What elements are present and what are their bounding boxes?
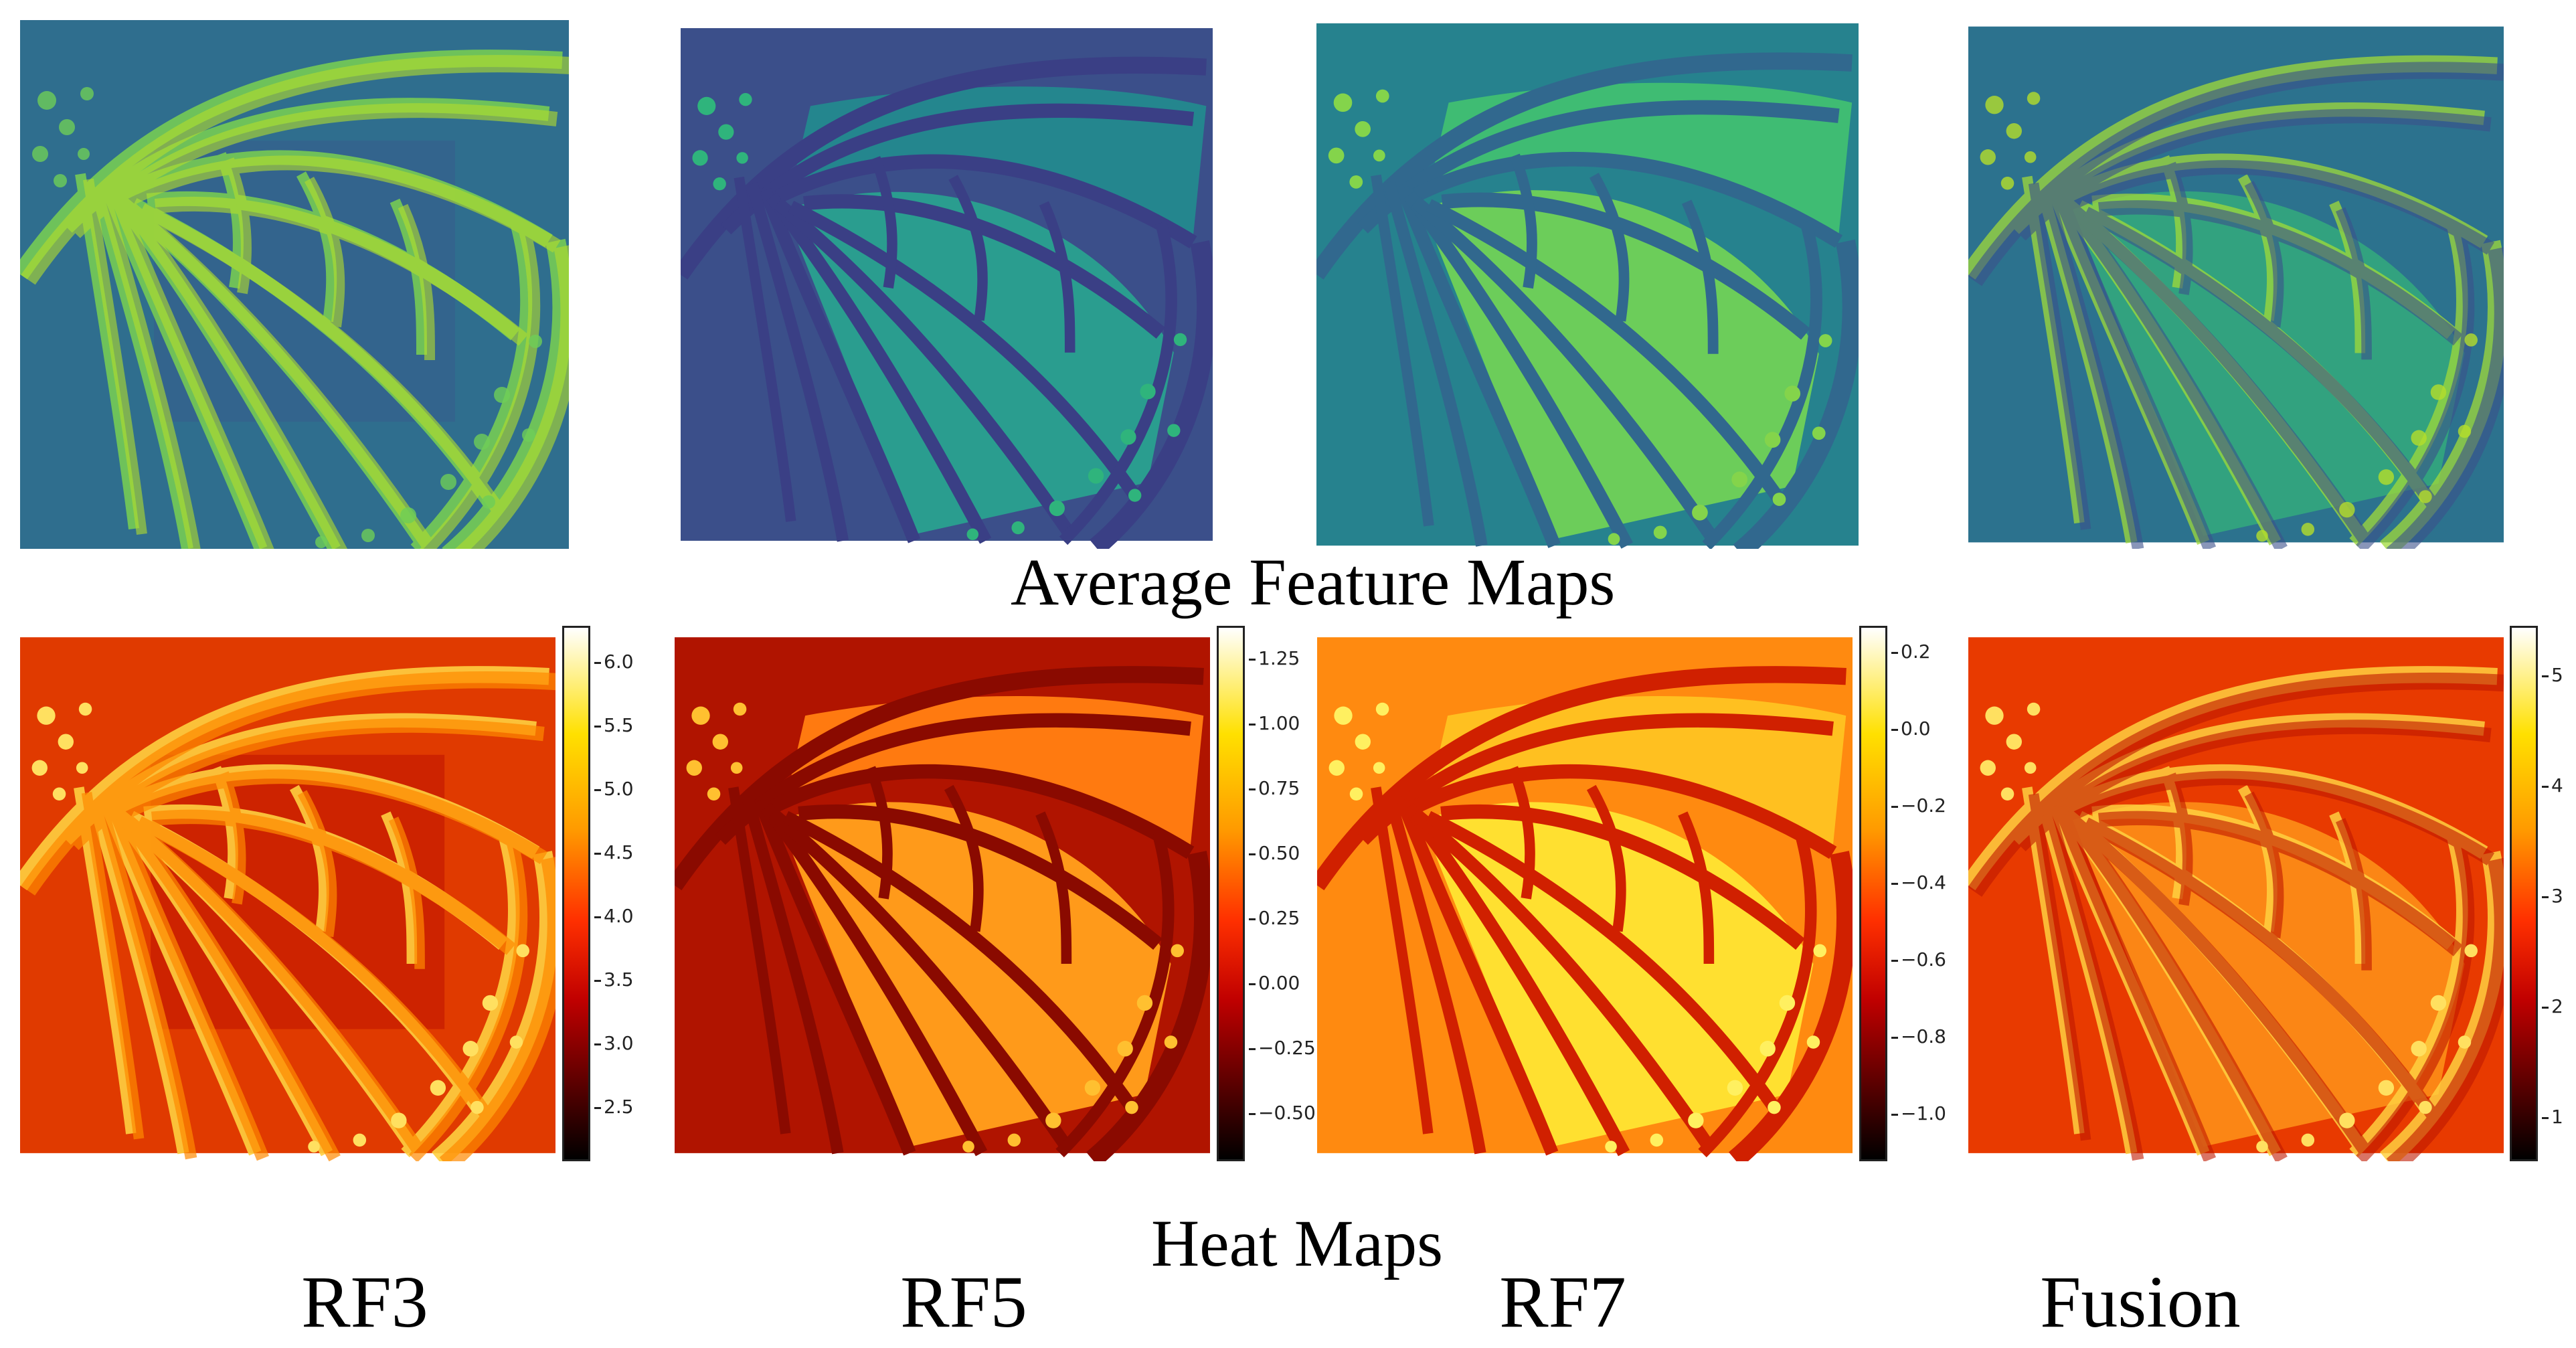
- heat-map-fusion: [1968, 629, 2504, 1161]
- colorbar-tick: −0.50: [1249, 1102, 1316, 1124]
- feature-map-fusion: [1968, 20, 2504, 549]
- colorbar-rf3: 6.0 5.5 5.0 4.5 4.0 3.5 3.0 2.5: [562, 626, 656, 1161]
- column-label-rf3: RF3: [301, 1261, 428, 1343]
- heat-map-rf5: [675, 629, 1210, 1161]
- feature-map-rf7: [1316, 20, 1859, 549]
- colorbar-tick: 0.75: [1248, 777, 1300, 799]
- colorbar-rf7: 0.2 0.0 −0.2 −0.4 −0.6 −0.8 −1.0: [1859, 626, 1960, 1161]
- colorbar-tick: −0.8: [1891, 1025, 1946, 1047]
- heat-map-rf3: [20, 629, 555, 1161]
- colorbar-tick: 5.5: [594, 714, 634, 736]
- colorbar-tick: 0.0: [1891, 718, 1931, 740]
- heat-maps-label: Heat Maps: [1151, 1206, 1443, 1280]
- colorbar-tick: 6.0: [594, 651, 634, 673]
- colorbar-tick: 0.50: [1248, 842, 1300, 864]
- heat-map-rf7: [1317, 629, 1853, 1161]
- colorbar-tick: 4.0: [594, 905, 634, 927]
- colorbar-rf7-gradient: [1859, 626, 1887, 1161]
- colorbar-tick: 0.25: [1248, 907, 1300, 929]
- colorbar-tick: 0.00: [1248, 972, 1300, 994]
- colorbar-tick: −0.25: [1249, 1037, 1316, 1059]
- colorbar-tick: −1.0: [1891, 1102, 1946, 1124]
- feature-map-rf5: [681, 20, 1213, 549]
- colorbar-tick: 0.2: [1891, 641, 1931, 663]
- column-label-rf5: RF5: [900, 1261, 1027, 1343]
- colorbar-tick: −0.4: [1891, 871, 1946, 894]
- colorbar-rf5-gradient: [1217, 626, 1245, 1161]
- colorbar-tick: 4.5: [594, 841, 634, 863]
- feature-map-rf3: [20, 20, 569, 549]
- colorbar-fusion: 5 4 3 2 1: [2510, 626, 2573, 1161]
- colorbar-tick: 1: [2542, 1106, 2563, 1128]
- column-label-fusion: Fusion: [2040, 1261, 2241, 1343]
- colorbar-rf3-gradient: [562, 626, 590, 1161]
- colorbar-tick: 4: [2542, 774, 2563, 796]
- colorbar-tick: 1.25: [1248, 647, 1300, 669]
- colorbar-tick: 5: [2542, 664, 2563, 686]
- colorbar-tick: 3.0: [594, 1032, 634, 1054]
- colorbar-tick: 2: [2542, 995, 2563, 1017]
- colorbar-tick: 1.00: [1248, 712, 1300, 734]
- colorbar-tick: −0.2: [1891, 794, 1946, 817]
- colorbar-tick: 2.5: [594, 1096, 634, 1118]
- colorbar-tick: 5.0: [594, 778, 634, 800]
- colorbar-tick: 3: [2542, 885, 2563, 907]
- colorbar-tick: 3.5: [594, 968, 634, 991]
- colorbar-rf5: 1.25 1.00 0.75 0.50 0.25 0.00 −0.25 −0.5…: [1217, 626, 1317, 1161]
- colorbar-tick: −0.6: [1891, 948, 1946, 971]
- feature-maps-label: Average Feature Maps: [1011, 545, 1616, 619]
- colorbar-fusion-gradient: [2510, 626, 2538, 1161]
- column-label-rf7: RF7: [1499, 1261, 1626, 1343]
